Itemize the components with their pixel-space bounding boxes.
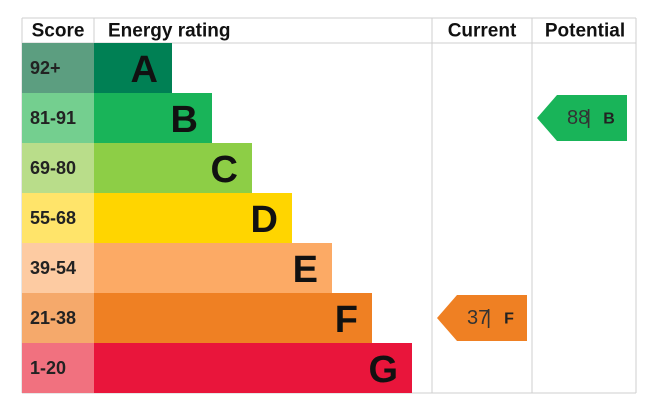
potential-letter: B (603, 111, 615, 128)
header-potential: Potential (545, 21, 625, 42)
potential-value: 88 (567, 107, 589, 129)
score-label: 69-80 (30, 158, 76, 178)
rating-bar (94, 43, 172, 93)
rating-bar (94, 193, 292, 243)
rating-bar (94, 243, 332, 293)
score-cell (22, 243, 94, 293)
rating-letter: G (368, 349, 398, 391)
rating-letter: E (293, 249, 318, 291)
rating-bar (94, 143, 252, 193)
score-label: 39-54 (30, 258, 76, 278)
rating-letter: F (335, 299, 358, 341)
rating-letter: C (211, 149, 238, 191)
current-value: 37 (467, 307, 489, 329)
rating-letter: B (171, 99, 198, 141)
score-label: 81-91 (30, 108, 76, 128)
score-label: 1-20 (30, 358, 66, 378)
score-cell (22, 143, 94, 193)
score-cell (22, 93, 94, 143)
score-cell (22, 193, 94, 243)
current-arrow (437, 295, 527, 341)
score-label: 92+ (30, 58, 61, 78)
score-label: 21-38 (30, 308, 76, 328)
current-letter: F (504, 311, 514, 328)
score-cell (22, 293, 94, 343)
score-cell (22, 343, 94, 393)
current-separator: | (486, 307, 491, 329)
rating-bar (94, 293, 372, 343)
score-label: 55-68 (30, 208, 76, 228)
potential-arrow (537, 95, 627, 141)
score-cell (22, 43, 94, 93)
header-rating: Energy rating (108, 21, 230, 42)
potential-separator: | (586, 107, 591, 129)
header-score: Score (32, 21, 85, 42)
rating-bar (94, 343, 412, 393)
rating-letter: A (131, 49, 158, 91)
header-current: Current (448, 21, 517, 42)
rating-letter: D (251, 199, 278, 241)
rating-bar (94, 93, 212, 143)
